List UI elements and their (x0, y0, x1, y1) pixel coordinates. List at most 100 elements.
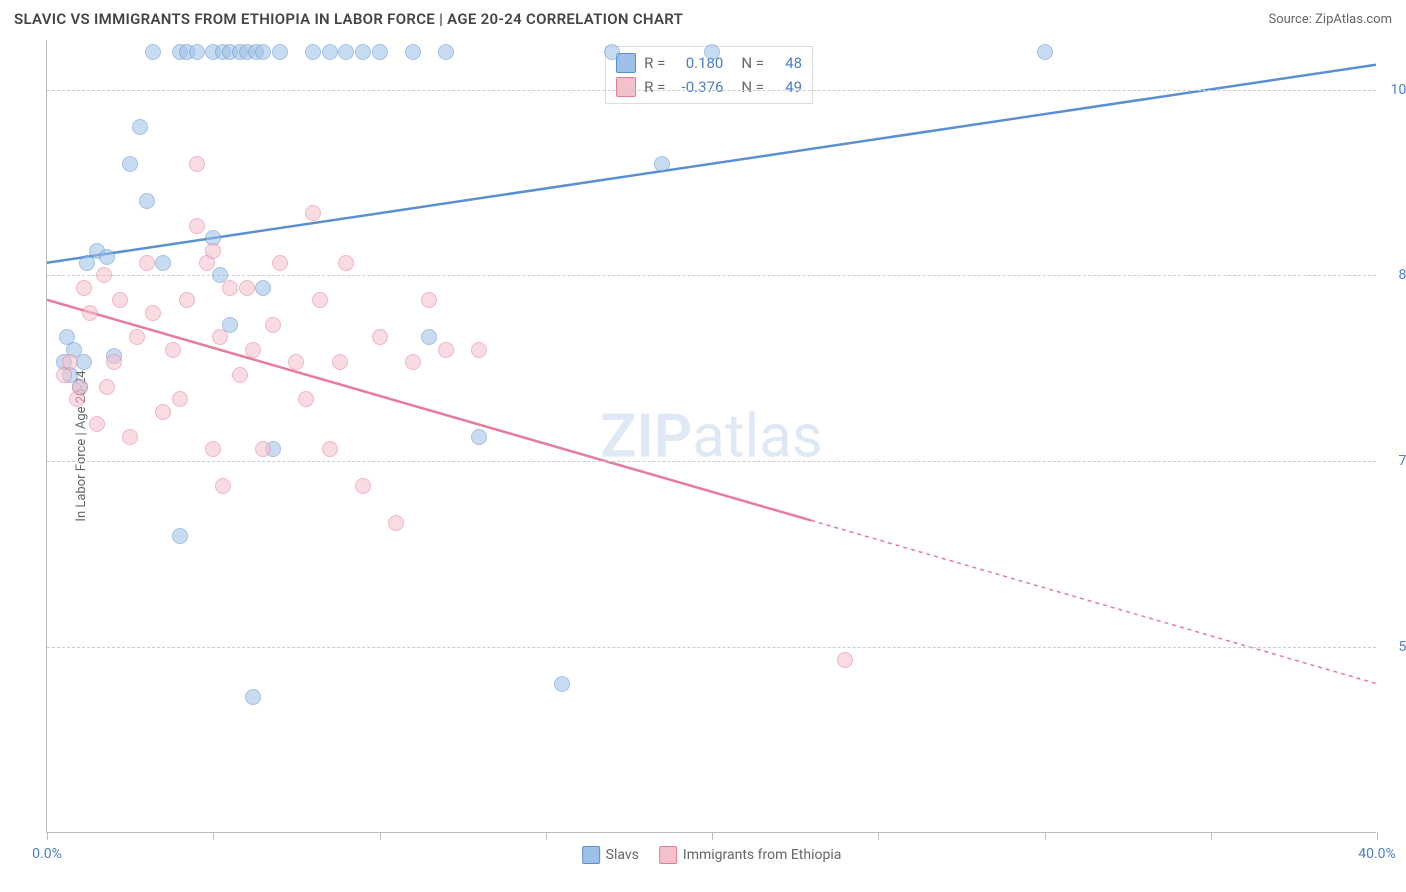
scatter-marker (59, 329, 75, 345)
scatter-marker (312, 292, 328, 308)
x-tick (1377, 832, 1378, 840)
scatter-marker (62, 367, 78, 383)
scatter-marker (205, 243, 221, 259)
x-tick (878, 832, 879, 840)
scatter-marker (79, 255, 95, 271)
scatter-marker (288, 354, 304, 370)
scatter-marker (172, 44, 188, 60)
scatter-marker (56, 367, 72, 383)
scatter-marker (305, 44, 321, 60)
stat-swatch (616, 53, 636, 73)
x-tick-label: 40.0% (1358, 846, 1396, 862)
scatter-marker (145, 44, 161, 60)
scatter-marker (355, 44, 371, 60)
scatter-marker (554, 676, 570, 692)
stat-n-value: 49 (772, 78, 802, 96)
y-tick-label: 70.0% (1381, 453, 1406, 469)
scatter-marker (56, 354, 72, 370)
scatter-marker (145, 305, 161, 321)
scatter-marker (179, 44, 195, 60)
scatter-marker (438, 44, 454, 60)
stat-r-label: R = (644, 78, 665, 96)
scatter-marker (298, 391, 314, 407)
scatter-marker (222, 280, 238, 296)
scatter-marker (66, 342, 82, 358)
chart-header: SLAVIC VS IMMIGRANTS FROM ETHIOPIA IN LA… (0, 0, 1406, 38)
scatter-marker (654, 156, 670, 172)
scatter-marker (255, 280, 271, 296)
scatter-marker (215, 478, 231, 494)
regression-line-solid (47, 300, 811, 521)
regression-lines-layer (47, 40, 1376, 832)
scatter-marker (205, 441, 221, 457)
stat-r-value: -0.376 (673, 78, 723, 96)
x-tick (47, 832, 48, 840)
scatter-marker (1037, 44, 1053, 60)
scatter-marker (99, 249, 115, 265)
stat-n-value: 48 (772, 54, 802, 72)
scatter-marker (122, 156, 138, 172)
scatter-marker (222, 44, 238, 60)
scatter-marker (112, 292, 128, 308)
scatter-marker (265, 441, 281, 457)
scatter-marker (72, 379, 88, 395)
source-attribution: Source: ZipAtlas.com (1268, 12, 1392, 27)
scatter-marker (205, 230, 221, 246)
stat-row: R =-0.376N =49 (616, 75, 802, 99)
legend-item: Immigrants from Ethiopia (659, 846, 841, 864)
scatter-marker (212, 329, 228, 345)
scatter-marker (355, 478, 371, 494)
scatter-marker (322, 44, 338, 60)
scatter-marker (222, 317, 238, 333)
scatter-marker (106, 348, 122, 364)
scatter-marker (76, 354, 92, 370)
scatter-marker (232, 44, 248, 60)
scatter-marker (372, 329, 388, 345)
stat-swatch (616, 77, 636, 97)
legend-swatch (659, 846, 677, 864)
scatter-marker (471, 429, 487, 445)
legend-bottom: Slavs Immigrants from Ethiopia (582, 846, 842, 864)
legend-item: Slavs (582, 846, 639, 864)
scatter-marker (89, 243, 105, 259)
scatter-marker (338, 44, 354, 60)
scatter-marker (255, 441, 271, 457)
scatter-marker (76, 280, 92, 296)
plot-area: ZIPatlas R =0.180N =48R =-0.376N =49 Sla… (46, 40, 1376, 833)
scatter-marker (129, 329, 145, 345)
scatter-marker (205, 44, 221, 60)
scatter-marker (239, 44, 255, 60)
x-tick (213, 832, 214, 840)
scatter-marker (305, 205, 321, 221)
legend-label: Slavs (606, 847, 639, 863)
scatter-marker (272, 255, 288, 271)
scatter-marker (372, 44, 388, 60)
scatter-marker (199, 255, 215, 271)
scatter-marker (272, 44, 288, 60)
scatter-marker (62, 354, 78, 370)
scatter-marker (172, 528, 188, 544)
scatter-marker (89, 416, 105, 432)
scatter-marker (72, 379, 88, 395)
scatter-marker (332, 354, 348, 370)
gridline-horizontal (47, 461, 1376, 462)
y-tick-label: 100.0% (1381, 82, 1406, 98)
scatter-marker (265, 317, 281, 333)
regression-line-dashed (811, 520, 1376, 683)
y-tick-label: 55.0% (1381, 639, 1406, 655)
scatter-marker (122, 429, 138, 445)
x-tick (712, 832, 713, 840)
scatter-marker (189, 156, 205, 172)
scatter-marker (215, 44, 231, 60)
x-tick-label: 0.0% (32, 846, 62, 862)
scatter-marker (179, 292, 195, 308)
scatter-marker (338, 255, 354, 271)
scatter-marker (155, 404, 171, 420)
scatter-marker (421, 292, 437, 308)
scatter-marker (471, 342, 487, 358)
scatter-marker (132, 119, 148, 135)
scatter-marker (405, 44, 421, 60)
scatter-marker (322, 441, 338, 457)
scatter-marker (245, 689, 261, 705)
scatter-marker (248, 44, 264, 60)
